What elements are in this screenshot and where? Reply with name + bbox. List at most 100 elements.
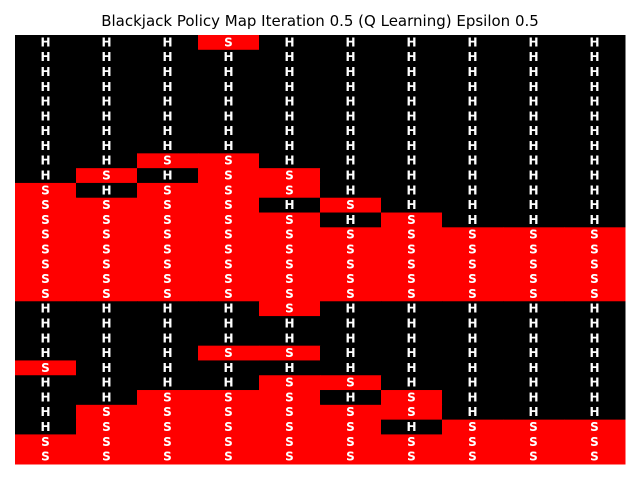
policy-cell-r0-c0	[15, 35, 77, 51]
policy-cell-r21-c7	[442, 345, 504, 361]
policy-label-r5-c5: H	[345, 109, 355, 123]
policy-cell-r23-c9	[564, 375, 626, 391]
policy-label-r1-c1: H	[101, 50, 111, 64]
policy-cell-r4-c4	[259, 94, 321, 110]
policy-label-r9-c0: H	[40, 169, 50, 183]
policy-cell-r22-c7	[442, 360, 504, 376]
policy-label-r3-c2: H	[162, 80, 172, 94]
policy-label-r1-c0: H	[40, 50, 50, 64]
policy-label-r0-c2: H	[162, 35, 172, 49]
policy-cell-r9-c0	[15, 168, 77, 184]
policy-label-r9-c3: S	[224, 169, 233, 183]
policy-cell-r9-c5	[320, 168, 382, 184]
policy-cell-r20-c6	[381, 330, 443, 347]
policy-cell-r20-c1	[76, 330, 138, 347]
policy-cell-r11-c9	[564, 197, 626, 214]
policy-cell-r18-c6	[381, 301, 443, 317]
policy-label-r28-c5: S	[346, 450, 355, 464]
policy-cell-r2-c3	[198, 64, 260, 80]
policy-label-r6-c8: H	[528, 124, 538, 138]
policy-label-r13-c7: S	[468, 228, 477, 242]
policy-cell-r27-c8	[503, 434, 565, 450]
policy-label-r2-c2: H	[162, 65, 172, 79]
policy-cell-r27-c4	[259, 434, 321, 450]
policy-label-r13-c4: S	[285, 228, 294, 242]
policy-cell-r14-c1	[76, 242, 138, 258]
policy-cell-r8-c6	[381, 153, 443, 169]
policy-label-r6-c5: H	[345, 124, 355, 138]
policy-cell-r2-c8	[503, 64, 565, 80]
policy-label-r1-c7: H	[467, 50, 477, 64]
policy-cell-r28-c4	[259, 449, 321, 465]
policy-cell-r7-c9	[564, 138, 626, 154]
policy-label-r4-c1: H	[101, 95, 111, 109]
policy-cell-r23-c2	[137, 375, 199, 391]
policy-label-r11-c4: H	[284, 198, 294, 212]
policy-cell-r15-c0	[15, 256, 77, 273]
policy-cell-r3-c1	[76, 79, 138, 95]
policy-label-r2-c0: H	[40, 65, 50, 79]
policy-cell-r0-c2	[137, 35, 199, 51]
policy-cell-r1-c9	[564, 49, 626, 66]
policy-cell-r18-c8	[503, 301, 565, 317]
policy-label-r20-c2: H	[162, 331, 172, 345]
policy-label-r11-c1: S	[102, 198, 111, 212]
policy-label-r1-c5: H	[345, 50, 355, 64]
policy-label-r16-c0: S	[41, 272, 50, 286]
policy-cell-r15-c8	[503, 256, 565, 273]
policy-label-r6-c2: H	[162, 124, 172, 138]
policy-label-r24-c7: H	[467, 390, 477, 404]
policy-cell-r13-c1	[76, 227, 138, 243]
policy-label-r2-c4: H	[284, 65, 294, 79]
policy-label-r22-c6: H	[406, 361, 416, 375]
policy-cell-r8-c8	[503, 153, 565, 169]
policy-cell-r19-c5	[320, 316, 382, 332]
policy-label-r13-c1: S	[102, 228, 111, 242]
policy-label-r2-c3: H	[223, 65, 233, 79]
policy-cell-r12-c3	[198, 212, 260, 228]
policy-cell-r5-c8	[503, 108, 565, 125]
policy-cell-r4-c5	[320, 94, 382, 110]
policy-cell-r1-c2	[137, 49, 199, 66]
policy-label-r17-c4: S	[285, 287, 294, 301]
policy-cell-r27-c2	[137, 434, 199, 450]
policy-label-r21-c9: H	[589, 346, 599, 360]
policy-label-r18-c2: H	[162, 302, 172, 316]
policy-cell-r11-c7	[442, 197, 504, 214]
policy-label-r18-c0: H	[40, 302, 50, 316]
policy-label-r28-c0: S	[41, 450, 50, 464]
policy-label-r18-c8: H	[528, 302, 538, 316]
policy-cell-r22-c8	[503, 360, 565, 376]
policy-label-r3-c1: H	[101, 80, 111, 94]
policy-label-r16-c2: S	[163, 272, 172, 286]
policy-cell-r26-c8	[503, 419, 565, 435]
policy-cell-r6-c0	[15, 123, 77, 140]
policy-label-r7-c7: H	[467, 139, 477, 153]
policy-cell-r1-c0	[15, 49, 77, 66]
policy-label-r8-c3: S	[224, 154, 233, 168]
policy-cell-r8-c7	[442, 153, 504, 169]
policy-cell-r7-c1	[76, 138, 138, 154]
policy-label-r8-c4: H	[284, 154, 294, 168]
policy-label-r2-c7: H	[467, 65, 477, 79]
policy-label-r23-c9: H	[589, 376, 599, 390]
policy-cell-r28-c8	[503, 449, 565, 465]
policy-label-r8-c6: H	[406, 154, 416, 168]
policy-label-r11-c2: S	[163, 198, 172, 212]
policy-label-r24-c9: H	[589, 390, 599, 404]
policy-label-r21-c1: H	[101, 346, 111, 360]
policy-cell-r10-c6	[381, 182, 443, 199]
policy-cell-r21-c3	[198, 345, 260, 361]
policy-label-r25-c3: S	[224, 405, 233, 419]
policy-cell-r22-c6	[381, 360, 443, 376]
policy-cell-r23-c5	[320, 375, 382, 391]
policy-label-r9-c6: H	[406, 169, 416, 183]
policy-label-r23-c0: H	[40, 376, 50, 390]
policy-cell-r22-c5	[320, 360, 382, 376]
policy-cell-r24-c1	[76, 390, 138, 406]
policy-label-r16-c6: S	[407, 272, 416, 286]
policy-cell-r18-c0	[15, 301, 77, 317]
policy-cell-r0-c9	[564, 35, 626, 51]
policy-label-r22-c0: S	[41, 361, 50, 375]
